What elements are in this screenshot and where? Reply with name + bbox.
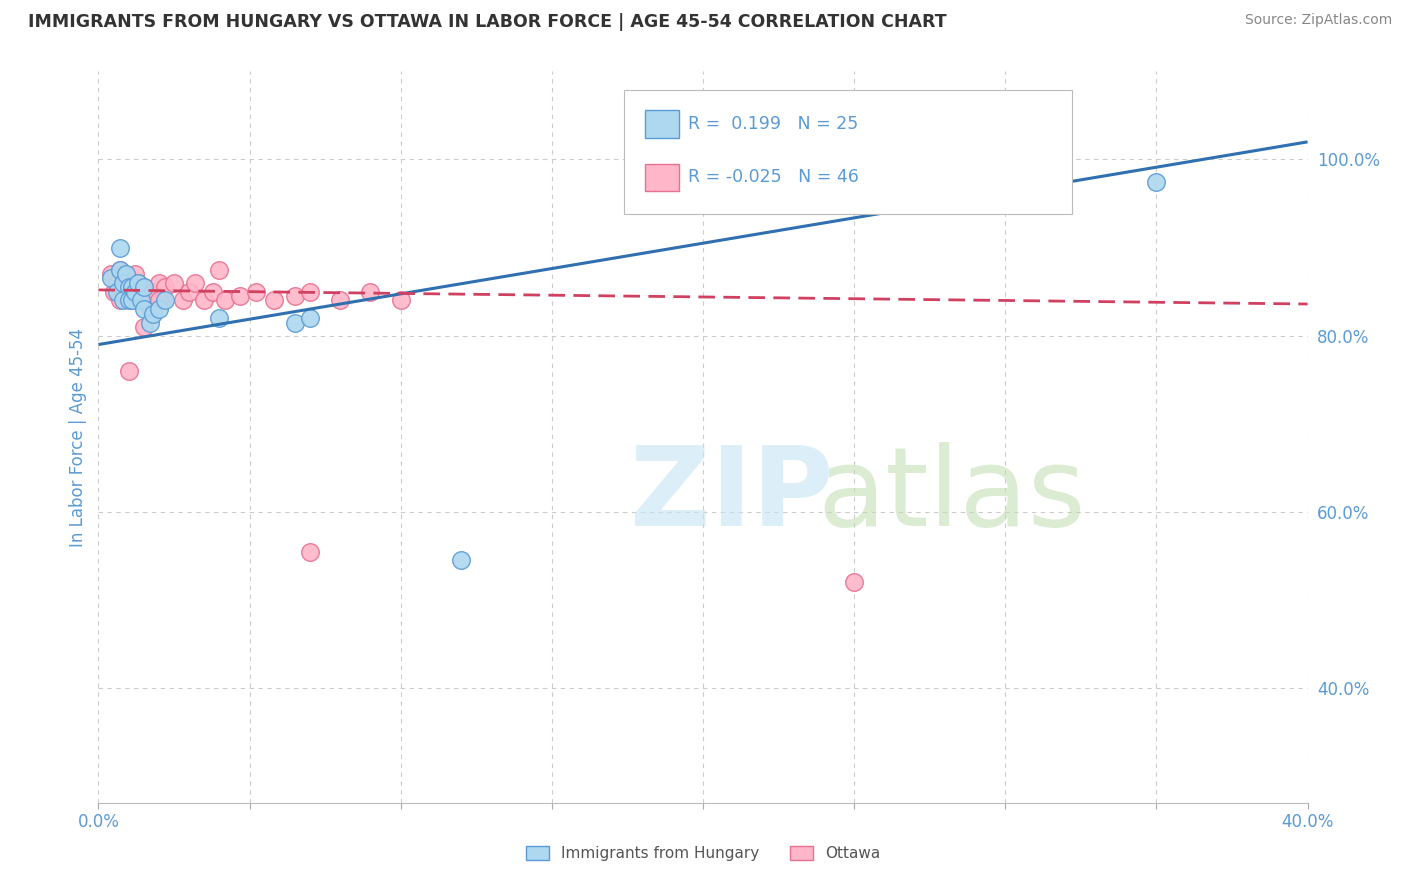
- Point: [153, 293, 176, 308]
- Point: [105, 276, 128, 290]
- Point: [108, 262, 131, 277]
- FancyBboxPatch shape: [645, 110, 679, 138]
- Point: [118, 364, 141, 378]
- Point: [142, 307, 165, 321]
- Text: R = -0.025   N = 46: R = -0.025 N = 46: [689, 169, 859, 186]
- Point: [329, 293, 352, 308]
- Point: [124, 285, 146, 299]
- Point: [214, 293, 236, 308]
- Point: [148, 302, 170, 317]
- Point: [132, 280, 155, 294]
- Point: [121, 280, 143, 294]
- Point: [172, 293, 194, 308]
- Point: [844, 575, 866, 590]
- Point: [111, 293, 134, 308]
- Point: [114, 267, 136, 281]
- Point: [121, 293, 143, 308]
- Y-axis label: In Labor Force | Age 45-54: In Labor Force | Age 45-54: [69, 327, 87, 547]
- Point: [1144, 174, 1167, 188]
- Text: atlas: atlas: [818, 442, 1087, 549]
- FancyBboxPatch shape: [624, 90, 1071, 214]
- Point: [229, 289, 252, 303]
- Point: [150, 293, 173, 308]
- Point: [132, 302, 155, 317]
- Point: [142, 285, 165, 299]
- Point: [284, 289, 307, 303]
- Point: [100, 271, 122, 285]
- Point: [299, 285, 322, 299]
- Point: [245, 285, 267, 299]
- Point: [114, 289, 136, 303]
- Point: [179, 285, 201, 299]
- Point: [129, 293, 152, 308]
- Point: [132, 280, 155, 294]
- Point: [389, 293, 412, 308]
- Point: [118, 293, 141, 308]
- Point: [193, 293, 215, 308]
- Point: [208, 311, 231, 326]
- Point: [153, 280, 176, 294]
- Point: [118, 271, 141, 285]
- Point: [118, 285, 141, 299]
- Point: [299, 311, 322, 326]
- Text: Source: ZipAtlas.com: Source: ZipAtlas.com: [1244, 13, 1392, 28]
- Point: [184, 276, 207, 290]
- Point: [163, 276, 186, 290]
- Point: [105, 285, 128, 299]
- Point: [111, 280, 134, 294]
- Point: [103, 285, 125, 299]
- Point: [121, 280, 143, 294]
- FancyBboxPatch shape: [645, 163, 679, 191]
- Text: ZIP: ZIP: [630, 442, 834, 549]
- Text: IMMIGRANTS FROM HUNGARY VS OTTAWA IN LABOR FORCE | AGE 45-54 CORRELATION CHART: IMMIGRANTS FROM HUNGARY VS OTTAWA IN LAB…: [28, 13, 946, 31]
- Legend: Immigrants from Hungary, Ottawa: Immigrants from Hungary, Ottawa: [526, 846, 880, 861]
- Point: [148, 293, 170, 308]
- Point: [100, 267, 122, 281]
- Point: [263, 293, 285, 308]
- Point: [108, 293, 131, 308]
- Point: [111, 267, 134, 281]
- Point: [202, 285, 225, 299]
- Point: [139, 302, 162, 317]
- Point: [148, 276, 170, 290]
- Point: [127, 276, 149, 290]
- Text: R =  0.199   N = 25: R = 0.199 N = 25: [689, 115, 859, 133]
- Point: [145, 289, 167, 303]
- Point: [121, 293, 143, 308]
- Point: [108, 241, 131, 255]
- Point: [135, 289, 157, 303]
- Point: [127, 276, 149, 290]
- Point: [114, 276, 136, 290]
- Point: [139, 316, 162, 330]
- Point: [450, 553, 472, 567]
- Point: [360, 285, 382, 299]
- Point: [129, 293, 152, 308]
- Point: [132, 320, 155, 334]
- Point: [124, 267, 146, 281]
- Point: [208, 262, 231, 277]
- Point: [299, 544, 322, 558]
- Point: [127, 289, 149, 303]
- Point: [284, 316, 307, 330]
- Point: [111, 276, 134, 290]
- Point: [118, 280, 141, 294]
- Point: [108, 262, 131, 277]
